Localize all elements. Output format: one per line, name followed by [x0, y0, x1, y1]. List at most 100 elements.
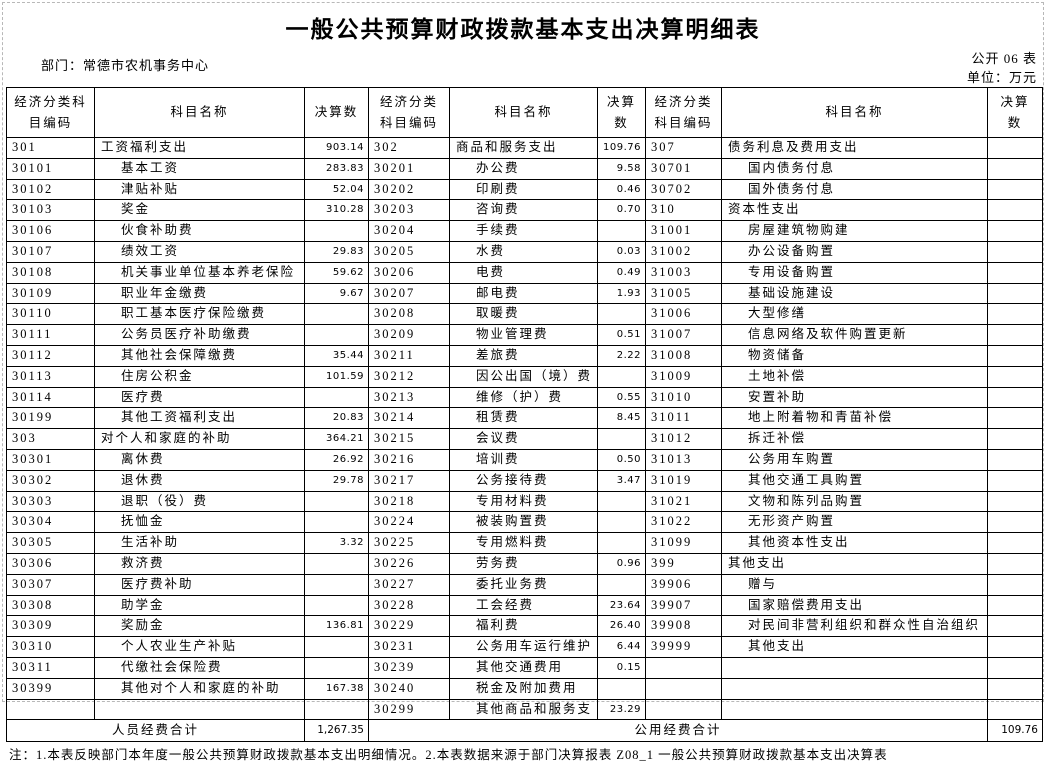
sheet-number: 公开 06 表	[971, 51, 1037, 66]
subject-name-cell	[94, 698, 305, 721]
econ-code-cell: 30308	[6, 594, 95, 617]
subject-name-cell: 其他支出	[721, 552, 988, 575]
econ-code-cell: 30399	[6, 677, 95, 700]
amount-cell	[304, 636, 369, 658]
amount-cell	[987, 344, 1043, 367]
subject-name-cell: 手续费	[449, 220, 598, 242]
subject-name-cell: 其他交通费用	[449, 656, 598, 679]
amount-cell	[987, 594, 1043, 617]
econ-code-cell: 30106	[6, 220, 95, 242]
econ-code-cell: 310	[645, 199, 722, 222]
amount-cell	[987, 137, 1043, 159]
econ-code-cell: 30311	[6, 656, 95, 679]
amount-cell	[304, 552, 369, 575]
econ-code-cell: 31013	[645, 448, 722, 471]
amount-cell	[987, 282, 1043, 305]
table-row: 30106 伙食补助费 30204 手续费 31001 房屋建筑物购建	[6, 220, 1043, 242]
amount-cell: 0.50	[597, 448, 646, 471]
subject-name-cell: 国内债务付息	[721, 157, 988, 180]
table-row: 30110 职工基本医疗保险缴费 30208 取暖费 31006 大型修缮	[6, 303, 1043, 326]
amount-cell	[304, 573, 369, 596]
amount-header: 决算数	[987, 87, 1043, 138]
amount-cell: 167.38	[304, 677, 369, 700]
amount-cell	[304, 386, 369, 409]
econ-code-cell: 30218	[368, 490, 450, 513]
amount-cell	[987, 240, 1043, 263]
subject-name-cell: 委托业务费	[449, 573, 598, 596]
amount-cell	[987, 552, 1043, 575]
subject-name-cell: 物业管理费	[449, 324, 598, 346]
econ-code-cell: 30207	[368, 282, 450, 305]
econ-code-cell: 30211	[368, 344, 450, 367]
amount-cell: 310.28	[304, 199, 369, 222]
subject-name-cell: 奖励金	[94, 615, 305, 638]
econ-code-cell: 39907	[645, 594, 722, 617]
table-row: 30107 绩效工资 29.83 30205 水费 0.03 31002 办公设备购置	[6, 240, 1043, 263]
public-total-value: 109.76	[987, 719, 1043, 743]
amount-cell	[987, 615, 1043, 638]
econ-code-cell: 30231	[368, 636, 450, 658]
econ-code-cell: 301	[6, 137, 95, 159]
amount-cell	[987, 261, 1043, 284]
table-row: 30307 医疗费补助 30227 委托业务费 39906 赠与	[6, 573, 1043, 596]
econ-code-cell	[645, 656, 722, 679]
econ-code-header: 经济分类科目编码	[6, 87, 95, 138]
amount-cell	[987, 469, 1043, 492]
econ-code-cell: 31003	[645, 261, 722, 284]
econ-code-cell: 30110	[6, 303, 95, 326]
subject-name-cell: 其他资本性支出	[721, 532, 988, 554]
subject-name-cell: 安置补助	[721, 386, 988, 409]
econ-code-cell: 30214	[368, 407, 450, 430]
econ-code-cell: 30228	[368, 594, 450, 617]
subject-name-cell: 退休费	[94, 469, 305, 492]
subject-name-cell: 大型修缮	[721, 303, 988, 326]
subject-name-cell: 维修（护）费	[449, 386, 598, 409]
subject-name-cell: 代缴社会保险费	[94, 656, 305, 679]
table-row: 301 工资福利支出 903.14 302 商品和服务支出 109.76 307 债务利息及费…	[6, 137, 1043, 159]
econ-code-cell: 30203	[368, 199, 450, 222]
econ-code-cell: 30114	[6, 386, 95, 409]
meta-right: 公开 06 表 单位：万元	[967, 49, 1037, 87]
amount-cell: 0.70	[597, 199, 646, 222]
amount-cell: 109.76	[597, 137, 646, 159]
econ-code-cell: 31019	[645, 469, 722, 492]
amount-cell	[304, 490, 369, 513]
subject-name-cell: 差旅费	[449, 344, 598, 367]
amount-cell	[304, 594, 369, 617]
subject-name-cell: 基础设施建设	[721, 282, 988, 305]
econ-code-cell: 30101	[6, 157, 95, 180]
amount-cell	[597, 365, 646, 388]
subject-name-cell: 拆迁补偿	[721, 428, 988, 450]
econ-code-cell: 30225	[368, 532, 450, 554]
table-row: 30299 其他商品和服务支 23.29	[6, 698, 1043, 721]
amount-cell	[597, 511, 646, 534]
subject-name-cell	[721, 656, 988, 679]
amount-cell: 9.67	[304, 282, 369, 305]
table-row: 30112 其他社会保障缴费 35.44 30211 差旅费 2.22 31008 物资储备	[6, 344, 1043, 367]
econ-code-cell: 30226	[368, 552, 450, 575]
header-row: 经济分类科目编码 科目名称 决算数 经济分类科目编码 科目名称 决算数 经济分类…	[6, 87, 1043, 138]
subject-name-cell: 房屋建筑物购建	[721, 220, 988, 242]
econ-code-cell: 30204	[368, 220, 450, 242]
subject-name-cell: 专用材料费	[449, 490, 598, 513]
econ-code-cell: 31099	[645, 532, 722, 554]
amount-cell: 0.03	[597, 240, 646, 263]
subject-name-cell: 对民间非营利组织和群众性自治组织	[721, 615, 988, 638]
amount-cell	[304, 698, 369, 721]
subject-name-cell: 印刷费	[449, 178, 598, 201]
amount-cell	[987, 407, 1043, 430]
econ-code-cell: 31012	[645, 428, 722, 450]
econ-code-cell: 30240	[368, 677, 450, 700]
subject-name-header: 科目名称	[94, 87, 305, 138]
amount-cell: 29.83	[304, 240, 369, 263]
econ-code-cell: 30107	[6, 240, 95, 263]
amount-cell: 8.45	[597, 407, 646, 430]
subject-name-cell: 文物和陈列品购置	[721, 490, 988, 513]
amount-cell	[987, 303, 1043, 326]
subject-name-header: 科目名称	[449, 87, 598, 138]
amount-cell	[987, 490, 1043, 513]
econ-code-cell: 30111	[6, 324, 95, 346]
econ-code-cell: 30109	[6, 282, 95, 305]
econ-code-cell: 39906	[645, 573, 722, 596]
